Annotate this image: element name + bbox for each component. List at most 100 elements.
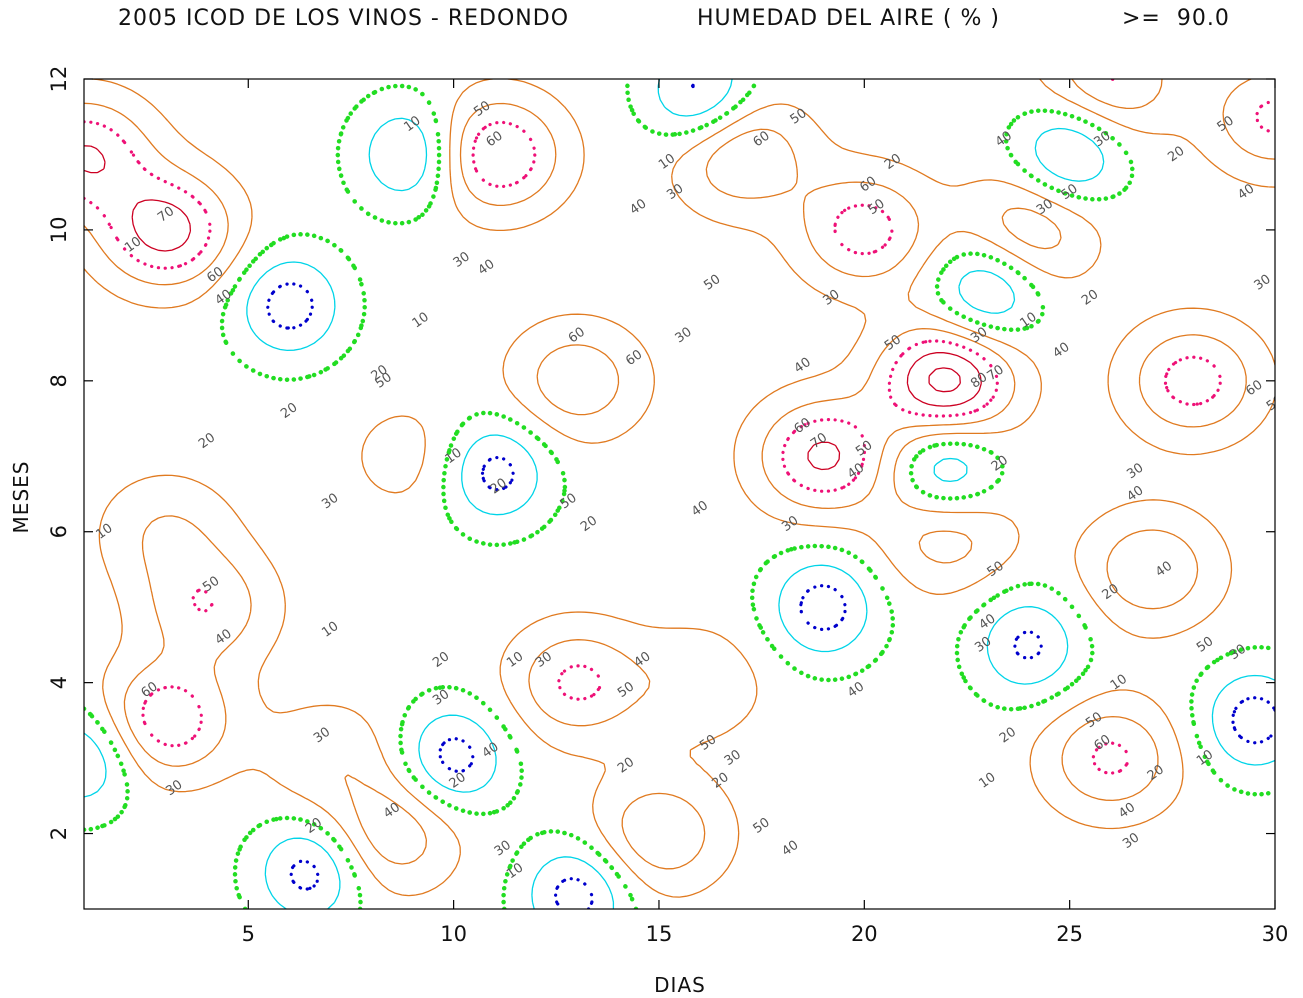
chart-title-variable: HUMEDAD DEL AIRE ( % ) bbox=[697, 6, 1000, 31]
contour-label: 30 bbox=[451, 249, 473, 271]
contour-label: 30 bbox=[673, 325, 695, 347]
contour-label: 50 bbox=[471, 98, 493, 120]
contour-label: 30 bbox=[533, 649, 555, 671]
contour-level-80 bbox=[928, 367, 961, 393]
contour-label: 10 bbox=[656, 151, 678, 173]
chart-title-station: 2005 ICOD DE LOS VINOS - REDONDO bbox=[118, 6, 570, 31]
y-tick-label: 10 bbox=[47, 217, 71, 244]
contour-label: 40 bbox=[627, 196, 649, 218]
x-tick-label: 10 bbox=[440, 922, 467, 946]
y-axis-ticks: 2 4 6 8 10 12 bbox=[47, 66, 1275, 840]
contour-label: 60 bbox=[1091, 732, 1113, 754]
contour-label: 50 bbox=[1083, 709, 1105, 731]
contour-label: 60 bbox=[751, 128, 773, 150]
contour-label: 50 bbox=[1215, 113, 1237, 135]
contour-label: 40 bbox=[845, 679, 867, 701]
contour-label: 30 bbox=[1227, 642, 1249, 664]
contour-label: 20 bbox=[710, 770, 732, 792]
y-tick-label: 2 bbox=[47, 827, 71, 840]
contour-label: 60 bbox=[566, 325, 588, 347]
contour-label: 10 bbox=[1017, 310, 1039, 332]
contour-label: 10 bbox=[504, 860, 526, 882]
contour-label: 30 bbox=[820, 287, 842, 309]
contour-label: 40 bbox=[1124, 483, 1146, 505]
contour-label: 60 bbox=[792, 415, 814, 437]
contour-label: 20 bbox=[578, 513, 600, 535]
x-tick-label: 25 bbox=[1056, 922, 1083, 946]
x-tick-label: 30 bbox=[1262, 922, 1289, 946]
y-axis-title: MESES bbox=[9, 461, 33, 534]
contour-label: 30 bbox=[430, 687, 452, 709]
contour-label: 10 bbox=[1194, 747, 1216, 769]
contour-lines bbox=[84, 79, 1275, 909]
contour-level-50 bbox=[84, 79, 1275, 870]
contour-label: 30 bbox=[1034, 196, 1056, 218]
contour-label: 30 bbox=[1124, 461, 1146, 483]
contour-label: 40 bbox=[213, 626, 235, 648]
contour-label: 10 bbox=[93, 521, 115, 543]
contour-label: 20 bbox=[303, 815, 325, 837]
contour-label: 10 bbox=[976, 770, 998, 792]
contour-label: 40 bbox=[689, 498, 711, 520]
contour-label: 30 bbox=[1091, 128, 1113, 150]
contour-label: 20 bbox=[997, 725, 1019, 747]
contour-label: 30 bbox=[492, 838, 514, 860]
x-tick-label: 20 bbox=[851, 922, 878, 946]
contour-label: 20 bbox=[1145, 762, 1167, 784]
contour-label: 20 bbox=[615, 755, 637, 777]
contour-label: 40 bbox=[1050, 340, 1072, 362]
contour-label: 30 bbox=[163, 777, 185, 799]
contour-label: 40 bbox=[829, 45, 851, 67]
contour-label: 30 bbox=[779, 513, 801, 535]
contour-label: 40 bbox=[779, 838, 801, 860]
contour-label: 20 bbox=[196, 430, 218, 452]
contour-label: 30 bbox=[1120, 830, 1142, 852]
contour-label: 30 bbox=[664, 181, 686, 203]
contour-label: 10 bbox=[122, 234, 144, 256]
contour-label: 40 bbox=[475, 257, 497, 279]
contour-label: 10 bbox=[504, 649, 526, 671]
contour-label: 40 bbox=[480, 740, 502, 762]
contour-level-20 bbox=[84, 79, 1275, 909]
contour-label: 30 bbox=[968, 325, 990, 347]
contour-label: 50 bbox=[701, 272, 723, 294]
y-tick-label: 6 bbox=[47, 525, 71, 538]
contour-label: 20 bbox=[1079, 287, 1101, 309]
contour-label: 70 bbox=[155, 204, 177, 226]
contour-label: 10 bbox=[401, 113, 423, 135]
contour-level-60 bbox=[84, 79, 1275, 775]
plot-frame bbox=[83, 78, 1276, 910]
contour-label: 60 bbox=[484, 128, 506, 150]
contour-label: 40 bbox=[381, 800, 403, 822]
contour-label: 50 bbox=[1194, 634, 1216, 656]
contour-label: 50 bbox=[200, 574, 222, 596]
contour-label: 20 bbox=[882, 151, 904, 173]
contour-label: 50 bbox=[697, 732, 719, 754]
contour-label: 50 bbox=[788, 106, 810, 128]
x-tick-label: 15 bbox=[646, 922, 673, 946]
contour-level-30 bbox=[84, 79, 1275, 909]
contour-label: 10 bbox=[410, 310, 432, 332]
contour-label: 30 bbox=[319, 491, 341, 513]
contour-label: 20 bbox=[488, 476, 510, 498]
contour-label: 50 bbox=[751, 815, 773, 837]
contour-label: 60 bbox=[623, 347, 645, 369]
x-tick-label: 5 bbox=[242, 922, 255, 946]
contour-label: 20 bbox=[989, 453, 1011, 475]
contour-level-40 bbox=[84, 79, 1275, 898]
contour-label: 60 bbox=[857, 174, 879, 196]
contour-label: 20 bbox=[447, 770, 469, 792]
contour-label: 40 bbox=[1153, 559, 1175, 581]
contour-label: 30 bbox=[1252, 272, 1274, 294]
contour-label: 40 bbox=[993, 128, 1015, 150]
contour-label: 40 bbox=[845, 460, 867, 482]
contour-label: 50 bbox=[615, 679, 637, 701]
contour-level-10 bbox=[266, 83, 1275, 909]
contour-level-70 bbox=[84, 145, 982, 471]
contour-label: 50 bbox=[866, 196, 888, 218]
contour-label: 50 bbox=[882, 332, 904, 354]
y-tick-label: 12 bbox=[47, 66, 71, 93]
chart-title-threshold: >= 90.0 bbox=[1122, 6, 1230, 31]
contour-label: 10 bbox=[319, 619, 341, 641]
